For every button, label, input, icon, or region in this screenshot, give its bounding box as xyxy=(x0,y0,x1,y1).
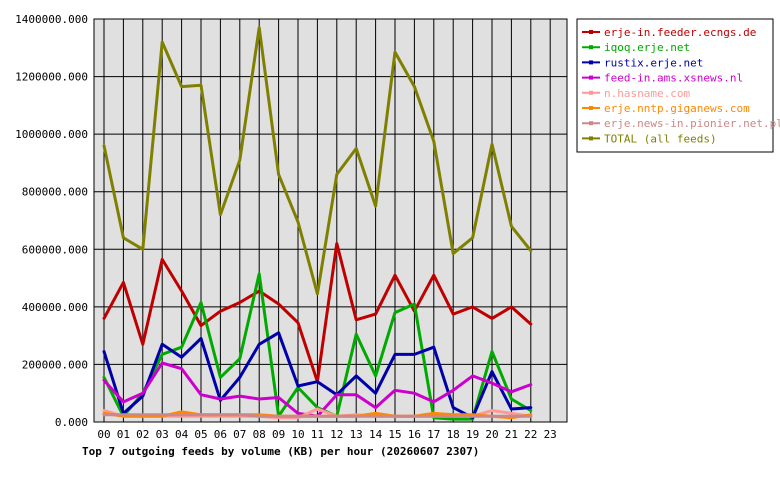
y-tick-label: 1200000.000 xyxy=(15,71,88,84)
y-tick-label: 0.000 xyxy=(55,416,88,429)
legend-entry: TOTAL (all feeds) xyxy=(604,132,717,145)
x-tick-label: 23 xyxy=(544,428,557,441)
legend-entry: erje.nntp.giganews.com xyxy=(604,102,750,115)
x-tick-label: 16 xyxy=(408,428,421,441)
y-tick-label: 600000.000 xyxy=(22,243,88,256)
legend-marker xyxy=(589,136,593,141)
series-layer xyxy=(102,26,533,421)
x-tick-label: 02 xyxy=(136,428,149,441)
x-tick-label: 22 xyxy=(524,428,537,441)
y-tick-label: 1400000.000 xyxy=(15,13,88,26)
x-tick-label: 17 xyxy=(427,428,440,441)
legend-entry: feed-in.ams.xsnews.nl xyxy=(604,72,743,85)
x-tick-label: 03 xyxy=(156,428,169,441)
x-tick-label: 04 xyxy=(175,428,189,441)
legend-marker xyxy=(589,121,593,126)
legend-marker xyxy=(589,90,593,95)
legend-marker xyxy=(589,106,593,110)
y-tick-label: 400000.000 xyxy=(22,301,88,314)
x-tick-label: 07 xyxy=(233,428,246,441)
x-tick-label: 20 xyxy=(485,428,498,441)
y-tick-label: 1000000.000 xyxy=(15,128,88,141)
legend-marker xyxy=(589,75,593,80)
y-tick-label: 800000.000 xyxy=(22,186,88,199)
x-tick-label: 19 xyxy=(466,428,479,441)
legend-entry: n.hasname.com xyxy=(604,87,690,100)
x-tick-label: 01 xyxy=(117,428,130,441)
plot-border xyxy=(93,18,568,423)
legend-box xyxy=(576,18,774,153)
legend-marker xyxy=(589,60,593,65)
legend-entry: iqoq.erje.net xyxy=(604,41,690,54)
legend-entry: rustix.erje.net xyxy=(604,56,703,69)
x-tick-label: 18 xyxy=(447,428,460,441)
x-tick-label: 21 xyxy=(505,428,518,441)
x-tick-label: 09 xyxy=(272,428,285,441)
axis-layer: 00 01 02 03 04 05 06 07 08 09 10 11 12 13 14 15 16 17 18 19… xyxy=(15,13,568,441)
legend-entry: erje-in.feeder.ecngs.de xyxy=(604,26,756,39)
legend: erje-in.feeder.ecngs.de iqoq.erje.net rust… xyxy=(576,18,780,153)
x-tick-label: 13 xyxy=(350,428,363,441)
x-tick-label: 12 xyxy=(330,428,343,441)
x-tick-label: 08 xyxy=(253,428,266,441)
legend-marker xyxy=(589,30,593,34)
x-tick-label: 10 xyxy=(291,428,304,441)
x-tick-label: 14 xyxy=(369,428,383,441)
series-line xyxy=(102,331,533,420)
x-tick-label: 00 xyxy=(97,428,110,441)
x-tick-label: 06 xyxy=(214,428,227,441)
legend-marker xyxy=(589,45,593,50)
chart-title: Top 7 outgoing feeds by volume (KB) per … xyxy=(82,445,479,458)
x-tick-label: 11 xyxy=(311,428,324,441)
series-line xyxy=(102,26,533,296)
y-tick-label: 200000.000 xyxy=(22,358,88,371)
series-line xyxy=(102,413,533,418)
x-tick-label: 15 xyxy=(388,428,401,441)
legend-entry: erje.news-in.pionier.net.pl xyxy=(604,117,780,130)
x-tick-label: 05 xyxy=(194,428,207,441)
